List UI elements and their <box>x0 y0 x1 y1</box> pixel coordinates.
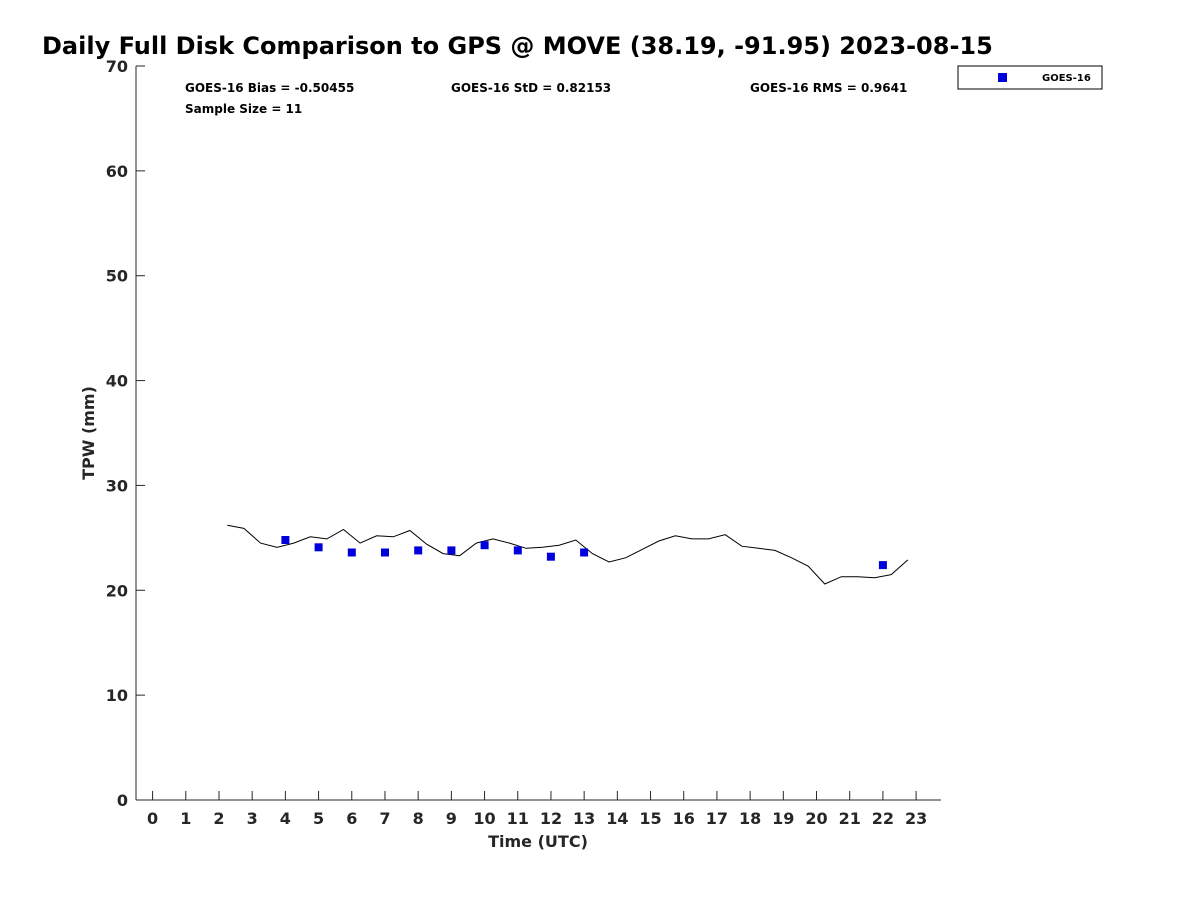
data-point <box>314 543 323 552</box>
y-axis-ticks: 0 10 20 30 40 50 60 70 <box>106 57 145 810</box>
series-line <box>227 524 909 585</box>
x-tick-label: 3 <box>247 809 258 828</box>
x-tick-label: 0 <box>147 809 158 828</box>
x-tick-label: 4 <box>280 809 291 828</box>
x-tick-label: 7 <box>379 809 390 828</box>
data-point <box>281 536 290 544</box>
y-tick-label: 20 <box>106 581 128 600</box>
data-point <box>381 548 389 557</box>
axes <box>135 66 941 801</box>
y-tick-label: 70 <box>106 57 128 76</box>
x-tick-label: 6 <box>346 809 357 828</box>
y-tick-label: 0 <box>117 791 128 810</box>
stat-bias: GOES-16 Bias = -0.50455 <box>185 81 354 95</box>
x-tick-label: 17 <box>706 809 728 828</box>
legend-label: GOES-16 <box>1042 73 1091 84</box>
stat-sample-size: Sample Size = 11 <box>185 102 302 116</box>
data-point <box>347 548 356 557</box>
x-tick-label: 1 <box>180 809 191 828</box>
y-axis-label: TPW (mm) <box>79 386 98 480</box>
x-tick-label: 22 <box>872 809 894 828</box>
x-tick-label: 15 <box>639 809 661 828</box>
data-point <box>414 546 423 555</box>
data-point <box>447 546 456 555</box>
y-tick-label: 40 <box>106 372 128 391</box>
y-tick-label: 10 <box>106 686 128 705</box>
x-tick-label: 19 <box>772 809 794 828</box>
y-tick-label: 30 <box>106 476 128 495</box>
x-tick-label: 11 <box>507 809 529 828</box>
series-layer <box>227 524 909 585</box>
y-tick-label: 50 <box>106 267 128 286</box>
legend-box <box>957 65 1103 90</box>
x-tick-label: 13 <box>573 809 595 828</box>
stat-std: GOES-16 StD = 0.82153 <box>451 81 611 95</box>
x-tick-label: 2 <box>213 809 224 828</box>
x-tick-label: 10 <box>473 809 495 828</box>
data-point <box>878 561 887 570</box>
x-tick-label: 5 <box>313 809 324 828</box>
data-point <box>480 541 489 550</box>
x-tick-label: 21 <box>839 809 861 828</box>
x-tick-label: 23 <box>905 809 927 828</box>
stat-rms: GOES-16 RMS = 0.9641 <box>750 81 907 95</box>
legend: GOES-16 <box>957 65 1103 90</box>
x-tick-label: 18 <box>739 809 761 828</box>
x-tick-label: 8 <box>413 809 424 828</box>
data-point <box>580 548 589 557</box>
chart-title: Daily Full Disk Comparison to GPS @ MOVE… <box>42 32 993 60</box>
data-point <box>546 552 555 561</box>
x-axis-ticks: 0 1 2 3 4 5 6 7 8 9 10 11 12 13 14 15 16 17 18 19 20 21 22 23 <box>147 791 927 828</box>
legend-marker <box>998 73 1007 82</box>
x-tick-label: 12 <box>540 809 562 828</box>
x-axis-label: Time (UTC) <box>488 832 588 851</box>
x-tick-label: 9 <box>446 809 457 828</box>
x-tick-label: 14 <box>606 809 628 828</box>
data-point <box>513 546 522 555</box>
x-tick-label: 16 <box>673 809 695 828</box>
x-tick-label: 20 <box>805 809 827 828</box>
y-tick-label: 60 <box>106 162 128 181</box>
